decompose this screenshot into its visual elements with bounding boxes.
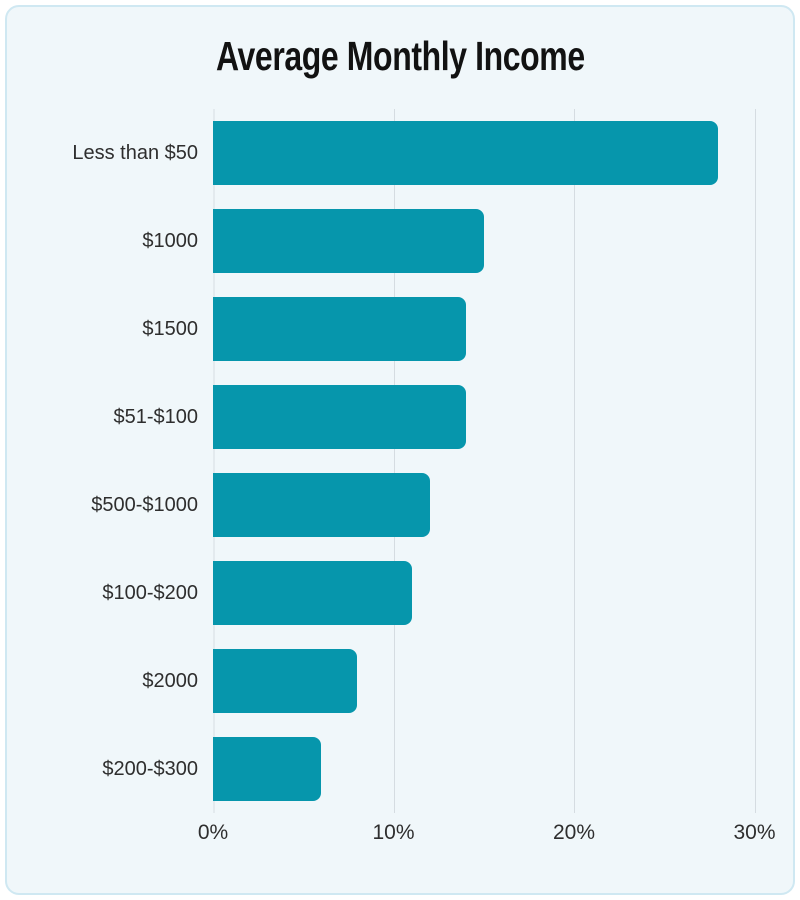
- chart-rows: Less than $50 $1000 $1500 $51-$100 $500-$100…: [7, 109, 793, 813]
- bar[interactable]: [213, 297, 466, 361]
- chart-row: $1000: [7, 197, 793, 285]
- bar[interactable]: [213, 737, 322, 801]
- bar-area: [213, 297, 793, 361]
- x-axis-ticks: 0% 10% 20% 30%: [198, 813, 793, 857]
- category-label: Less than $50: [72, 141, 198, 164]
- category-label: $500-$1000: [91, 493, 198, 516]
- chart-row: $51-$100: [7, 373, 793, 461]
- category-label: $100-$200: [102, 581, 198, 604]
- x-tick-label: 20%: [552, 821, 596, 844]
- category-label: $1500: [142, 317, 198, 340]
- bar-area: [213, 121, 793, 185]
- bar-area: [213, 649, 793, 713]
- chart-title-text: Average Monthly Income: [215, 33, 585, 79]
- chart-row: Less than $50: [7, 109, 793, 197]
- chart-row: $100-$200: [7, 549, 793, 637]
- bar[interactable]: [213, 473, 430, 537]
- gridline: [393, 109, 395, 813]
- chart-row: $200-$300: [7, 725, 793, 813]
- gridline: [754, 109, 756, 813]
- bar[interactable]: [213, 649, 358, 713]
- x-tick-label: 10%: [372, 821, 415, 844]
- grid-layer: [213, 109, 793, 813]
- bar[interactable]: [213, 385, 466, 449]
- category-label: $2000: [142, 669, 198, 692]
- category-label: $51-$100: [113, 405, 198, 428]
- bar-area: [213, 473, 793, 537]
- category-label: $200-$300: [102, 757, 198, 780]
- x-tick-label: 30%: [733, 821, 776, 844]
- bar-area: [213, 385, 793, 449]
- bar-area: [213, 737, 793, 801]
- chart-row: $1500: [7, 285, 793, 373]
- y-axis-line: [213, 109, 215, 813]
- bar[interactable]: [213, 209, 484, 273]
- chart-row: $500-$1000: [7, 461, 793, 549]
- chart-card: Average Monthly Income Less than $50 $100…: [5, 5, 795, 895]
- bar-chart: Less than $50 $1000 $1500 $51-$100 $500-$100…: [7, 109, 793, 859]
- x-tick-label: 0%: [197, 821, 229, 844]
- bar[interactable]: [213, 121, 719, 185]
- chart-title: Average Monthly Income: [7, 7, 793, 79]
- bar[interactable]: [213, 561, 412, 625]
- chart-row: $2000: [7, 637, 793, 725]
- gridline: [574, 109, 575, 813]
- category-label: $1000: [142, 229, 198, 252]
- bar-area: [213, 209, 793, 273]
- bar-area: [213, 561, 793, 625]
